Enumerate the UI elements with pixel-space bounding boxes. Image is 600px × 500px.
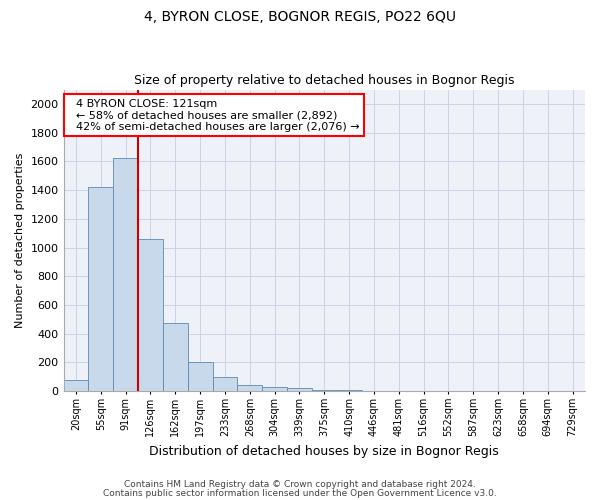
Bar [188,362,212,391]
Bar [163,323,188,391]
Bar [113,158,138,391]
Bar [64,380,88,391]
Bar [88,187,113,391]
Y-axis label: Number of detached properties: Number of detached properties [15,152,25,328]
Bar [312,390,337,391]
Text: 4, BYRON CLOSE, BOGNOR REGIS, PO22 6QU: 4, BYRON CLOSE, BOGNOR REGIS, PO22 6QU [144,10,456,24]
X-axis label: Distribution of detached houses by size in Bognor Regis: Distribution of detached houses by size … [149,444,499,458]
Bar [287,388,312,391]
Title: Size of property relative to detached houses in Bognor Regis: Size of property relative to detached ho… [134,74,515,87]
Bar [212,377,238,391]
Bar [138,239,163,391]
Bar [337,390,362,391]
Text: 4 BYRON CLOSE: 121sqm
  ← 58% of detached houses are smaller (2,892)
  42% of se: 4 BYRON CLOSE: 121sqm ← 58% of detached … [69,98,359,132]
Text: Contains public sector information licensed under the Open Government Licence v3: Contains public sector information licen… [103,488,497,498]
Bar [238,386,262,391]
Bar [262,387,287,391]
Text: Contains HM Land Registry data © Crown copyright and database right 2024.: Contains HM Land Registry data © Crown c… [124,480,476,489]
